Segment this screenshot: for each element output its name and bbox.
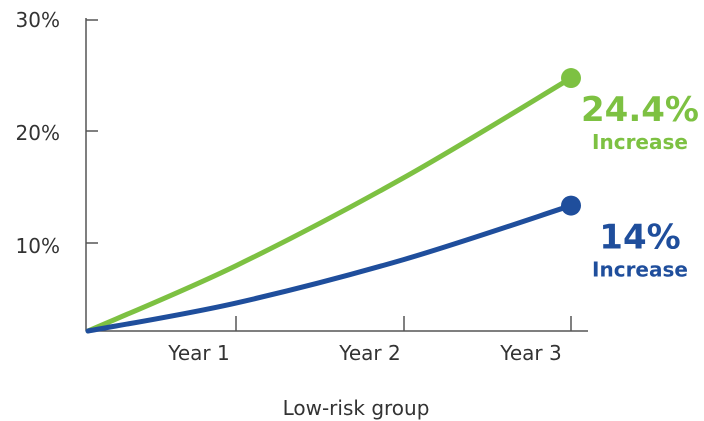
series-layer bbox=[85, 68, 581, 334]
x-tick-label: Year 3 bbox=[499, 341, 561, 365]
series-end-point bbox=[561, 195, 581, 216]
series-line bbox=[85, 203, 574, 334]
increase-value-label: 24.4% bbox=[581, 90, 699, 130]
x-axis-title: Low-risk group bbox=[283, 396, 430, 420]
series-line bbox=[85, 75, 574, 334]
y-tick-label: 20% bbox=[16, 121, 60, 145]
x-tick-label: Year 2 bbox=[338, 341, 400, 365]
x-tick-label: Year 1 bbox=[167, 341, 229, 365]
increase-caption-label: Increase bbox=[592, 258, 688, 282]
x-axis: Year 1 Year 2 Year 3 Low-risk group bbox=[86, 316, 588, 420]
y-axis: 30% 20% 10% bbox=[16, 8, 98, 331]
y-tick-label: 30% bbox=[16, 8, 60, 32]
increase-value-label: 14% bbox=[599, 218, 680, 258]
y-tick-label: 10% bbox=[16, 234, 60, 258]
series-end-point bbox=[561, 68, 581, 89]
increase-caption-label: Increase bbox=[592, 130, 688, 154]
